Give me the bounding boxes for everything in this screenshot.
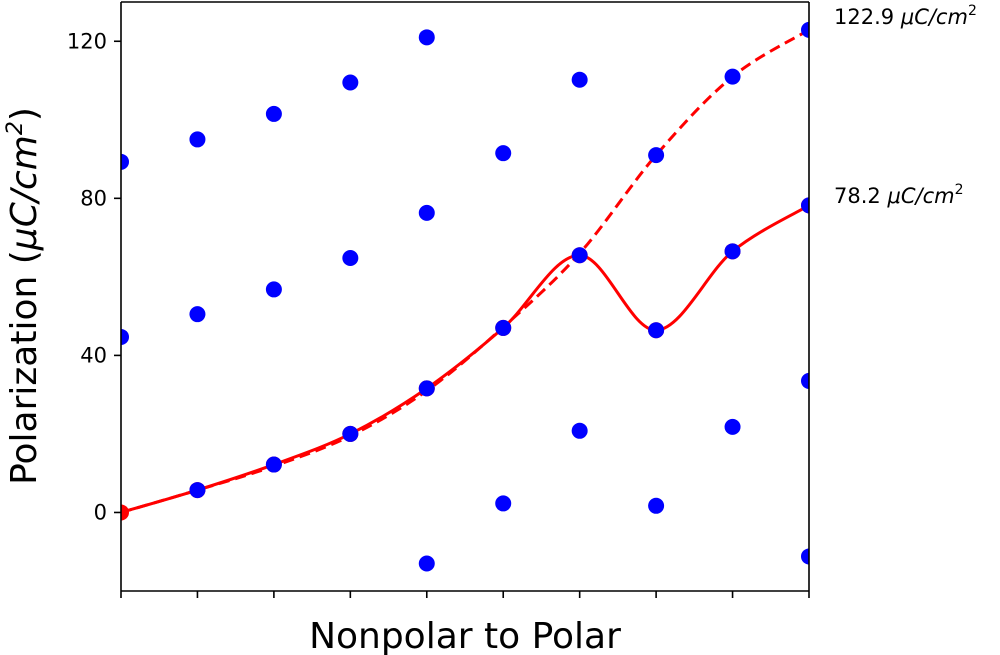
blue-point — [801, 197, 809, 214]
blue-point — [265, 281, 282, 298]
y-tick-label: 0 — [94, 500, 107, 524]
blue-point — [648, 322, 665, 339]
axes: 0 40 80 120 — [67, 1, 810, 598]
annotations: 122.9 μC/cm2 78.2 μC/cm2 — [834, 3, 977, 208]
red-point — [121, 504, 129, 521]
blue-markers — [121, 21, 809, 572]
blue-point — [418, 555, 435, 572]
blue-point — [342, 74, 359, 91]
blue-point — [495, 319, 512, 336]
dashed-series-line — [121, 28, 809, 514]
blue-point — [571, 247, 588, 264]
x-axis-label: Nonpolar to Polar — [309, 616, 621, 655]
blue-point — [801, 21, 809, 38]
blue-point — [801, 372, 809, 389]
y-tick-label: 120 — [67, 29, 107, 53]
blue-point — [648, 147, 665, 164]
annotation-mid: 78.2 μC/cm2 — [834, 182, 964, 208]
blue-point — [265, 105, 282, 122]
blue-point — [189, 131, 206, 148]
blue-point — [648, 497, 665, 514]
y-tick-label: 80 — [80, 186, 107, 210]
blue-point — [418, 380, 435, 397]
blue-point — [121, 328, 129, 345]
blue-point — [724, 418, 741, 435]
blue-point — [189, 306, 206, 323]
annotation-top: 122.9 μC/cm2 — [834, 3, 977, 29]
blue-point — [418, 204, 435, 221]
y-axis-label: Polarization (μC/cm2) — [3, 107, 45, 485]
blue-point — [571, 71, 588, 88]
blue-point — [342, 425, 359, 442]
series-lines — [121, 28, 809, 514]
blue-point — [801, 548, 809, 565]
blue-point — [571, 422, 588, 439]
blue-point — [342, 250, 359, 267]
blue-point — [265, 456, 282, 473]
blue-point — [724, 68, 741, 85]
blue-point — [121, 153, 129, 170]
blue-point — [418, 29, 435, 46]
blue-point — [495, 145, 512, 162]
y-tick-label: 40 — [80, 343, 107, 367]
blue-point — [189, 482, 206, 499]
blue-point — [724, 243, 741, 260]
blue-point — [495, 495, 512, 512]
